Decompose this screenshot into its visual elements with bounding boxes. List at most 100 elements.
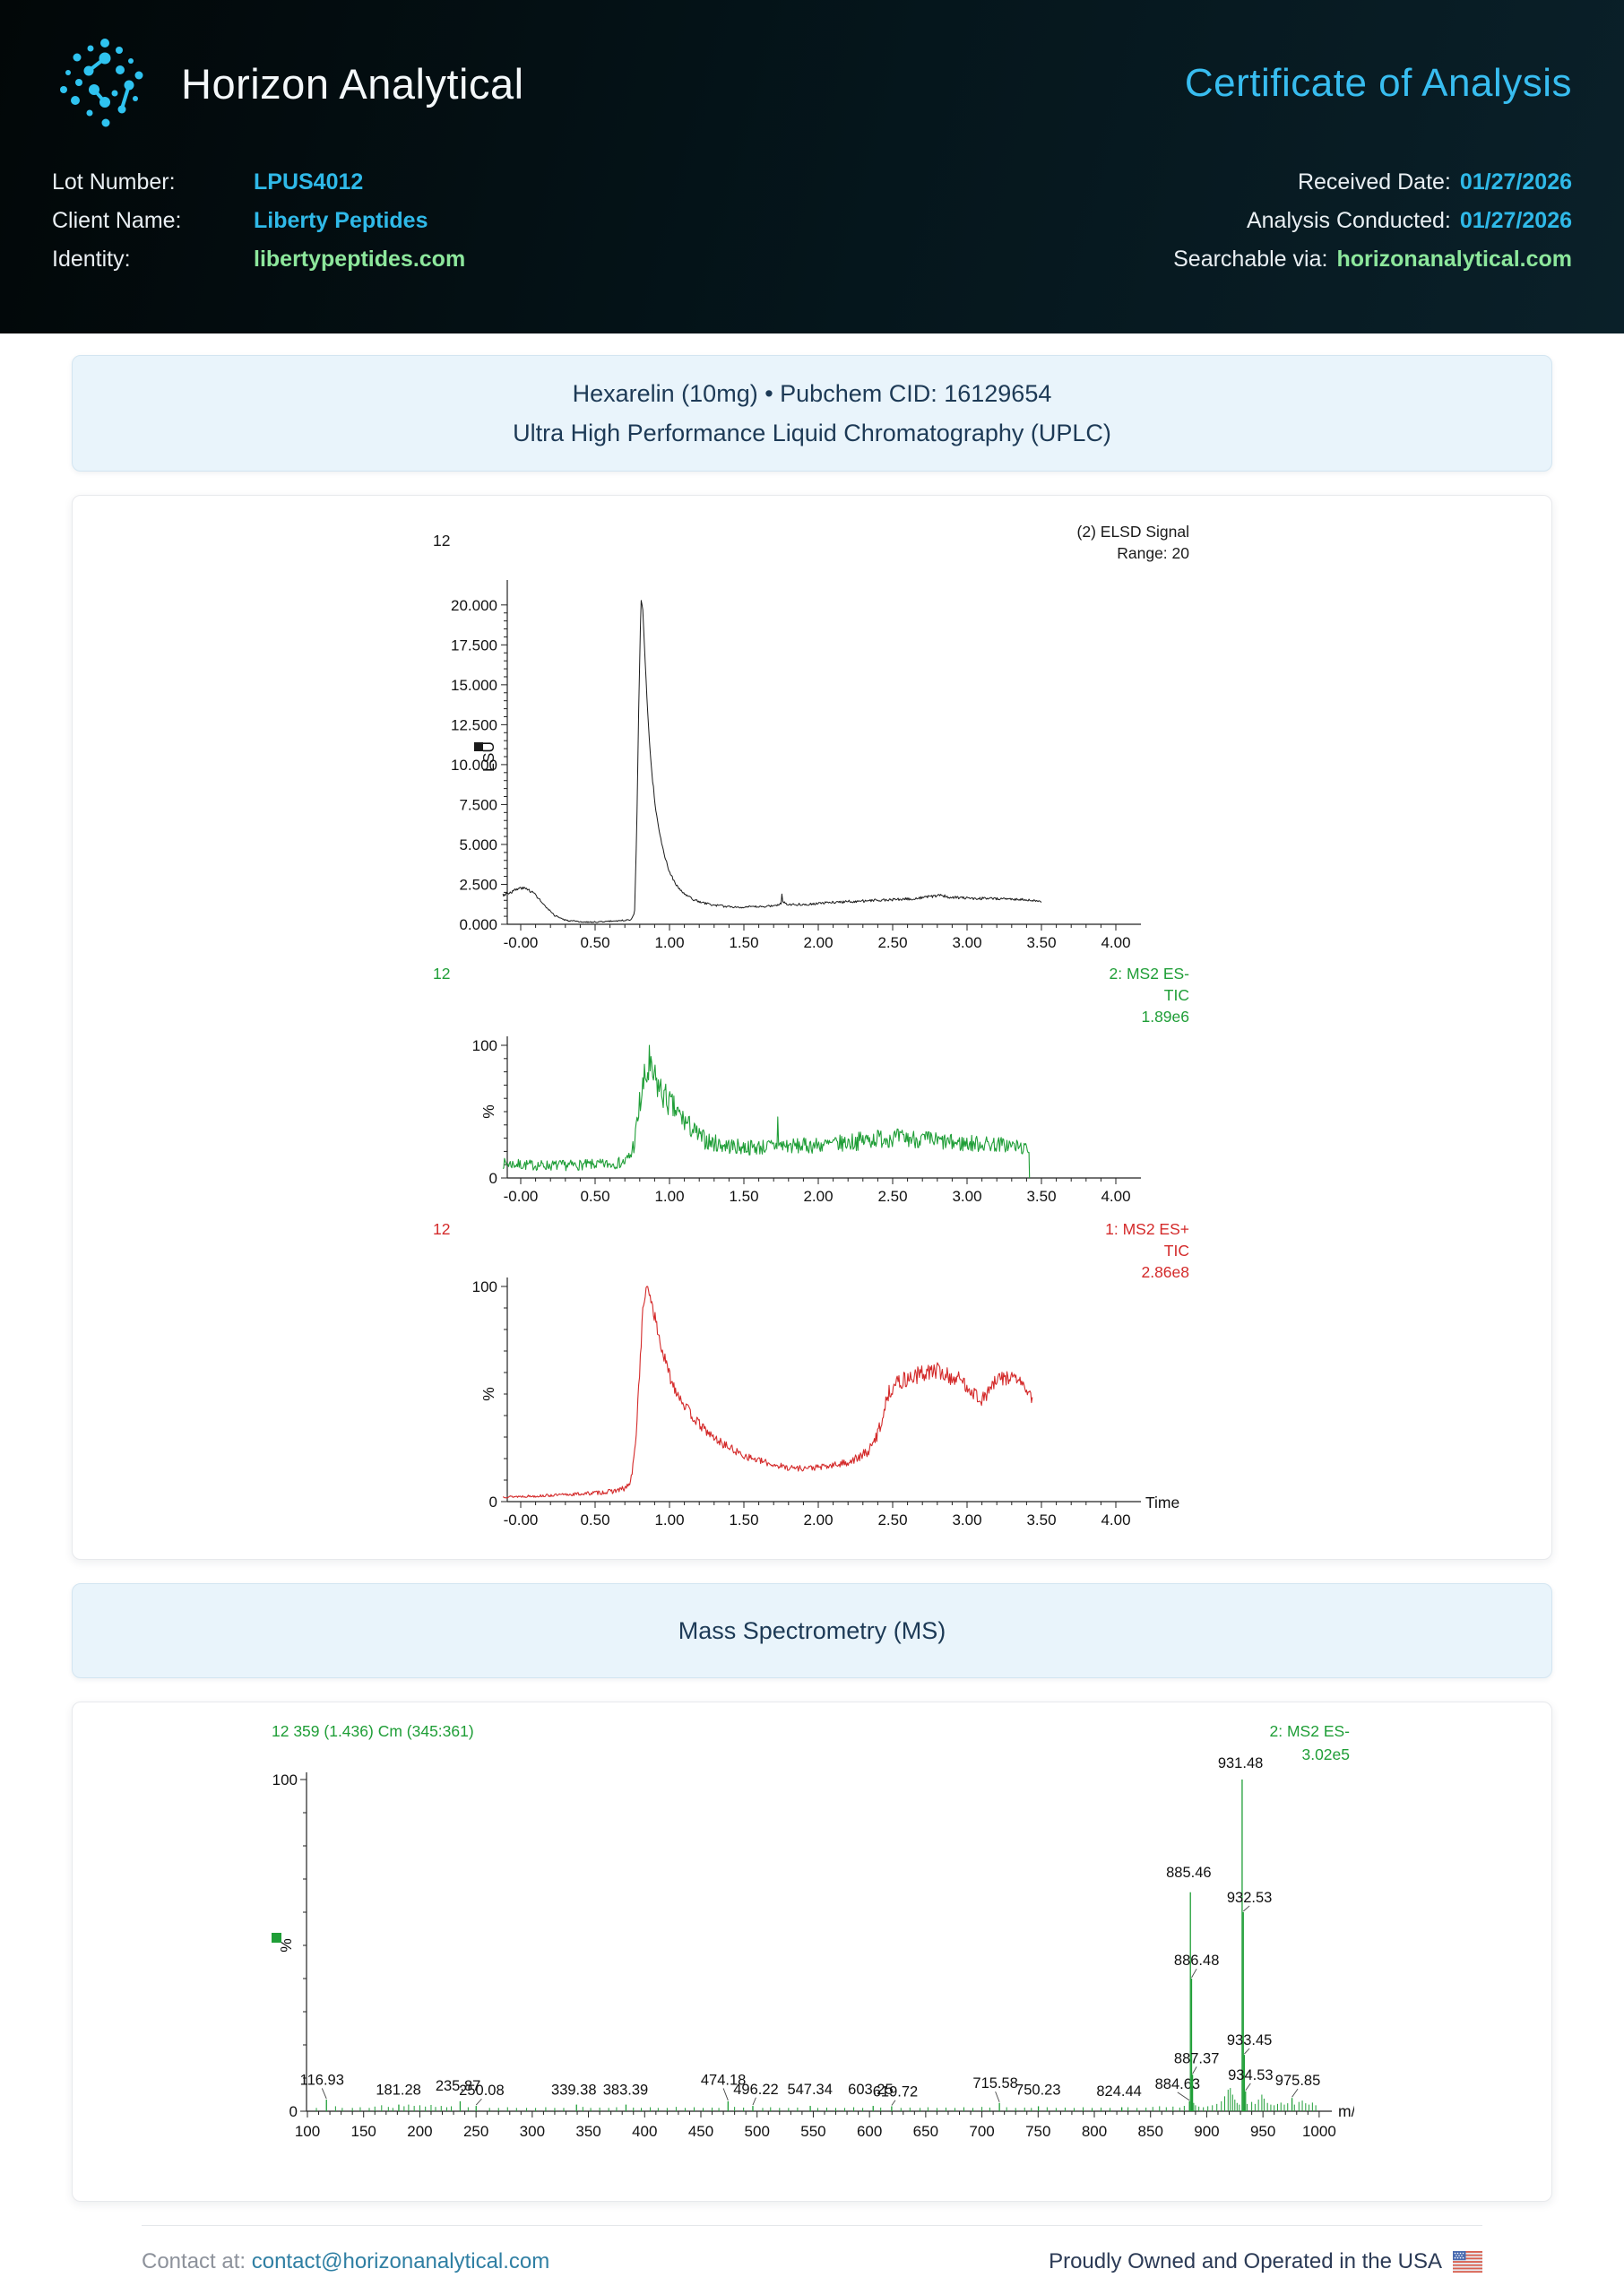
contact-label: Contact at: xyxy=(142,2249,246,2273)
svg-text:1000: 1000 xyxy=(1302,2123,1336,2140)
client-name-value: Liberty Peptides xyxy=(254,208,428,233)
svg-text:0: 0 xyxy=(489,1494,497,1511)
searchable-value: horizonanalytical.com xyxy=(1336,247,1572,272)
uplc-chart-card: -0.00 0.50 1.00 1.50 2.00 2.50 3.00 3.50 4.00 0.0… xyxy=(72,495,1552,1560)
svg-text:496.22: 496.22 xyxy=(733,2082,778,2098)
identity-label: Identity: xyxy=(52,247,131,272)
svg-text:715.58: 715.58 xyxy=(972,2075,1017,2091)
svg-text:619.72: 619.72 xyxy=(873,2084,918,2100)
sample-info-left: Lot Number: LPUS4012 Client Name: Liberty … xyxy=(52,163,465,279)
svg-text:1.50: 1.50 xyxy=(729,1511,758,1529)
ms-chart-card: 100 150 200 250 300 350 400 450 500 550 600 650 700 7… xyxy=(72,1702,1552,2202)
svg-text:1.89e6: 1.89e6 xyxy=(1141,1008,1189,1026)
svg-text:15.000: 15.000 xyxy=(451,677,497,694)
sample-title-line1: Hexarelin (10mg) • Pubchem CID: 16129654 xyxy=(572,380,1052,407)
made-in-text: Proudly Owned and Operated in the USA xyxy=(1049,2249,1442,2273)
svg-text:1: MS2 ES+: 1: MS2 ES+ xyxy=(1105,1220,1189,1238)
tic-es-positive-chromatogram: -0.00 0.50 1.00 1.50 2.00 2.50 3.00 3.50 4.00 0 10… xyxy=(431,1218,1193,1541)
analysis-date-label: Analysis Conducted: xyxy=(1246,208,1451,233)
lot-number-value: LPUS4012 xyxy=(254,169,364,195)
header: Horizon Analytical Certificate of Analys… xyxy=(0,0,1624,333)
svg-text:235.87: 235.87 xyxy=(436,2078,480,2094)
elsd-chromatogram: -0.00 0.50 1.00 1.50 2.00 2.50 3.00 3.50 4.00 0.0… xyxy=(431,510,1193,963)
svg-text:975.85: 975.85 xyxy=(1275,2073,1320,2089)
svg-text:550: 550 xyxy=(800,2123,825,2140)
client-name-label: Client Name: xyxy=(52,208,182,233)
searchable-row: Searchable via: horizonanalytical.com xyxy=(1173,240,1572,279)
svg-text:TIC: TIC xyxy=(1164,1242,1189,1260)
svg-text:250: 250 xyxy=(463,2123,488,2140)
svg-text:100: 100 xyxy=(295,2123,320,2140)
svg-text:3.02e5: 3.02e5 xyxy=(1301,1745,1350,1763)
received-date-label: Received Date: xyxy=(1297,169,1451,195)
svg-text:884.63: 884.63 xyxy=(1155,2076,1200,2092)
svg-text:12.500: 12.500 xyxy=(451,716,497,733)
svg-text:12: 12 xyxy=(433,1220,450,1238)
brand: Horizon Analytical xyxy=(52,30,524,136)
svg-text:17.500: 17.500 xyxy=(451,637,497,654)
svg-text:300: 300 xyxy=(520,2123,545,2140)
svg-text:886.48: 886.48 xyxy=(1174,1953,1219,1969)
svg-text:931.48: 931.48 xyxy=(1218,1755,1263,1771)
svg-text:2.50: 2.50 xyxy=(877,934,907,951)
svg-text:-0.00: -0.00 xyxy=(504,1511,539,1529)
sample-title-card: Hexarelin (10mg) • Pubchem CID: 16129654… xyxy=(72,355,1552,472)
svg-text:LSU: LSU xyxy=(479,741,497,772)
svg-text:932.53: 932.53 xyxy=(1227,1890,1272,1906)
svg-text:0: 0 xyxy=(489,1170,497,1187)
svg-text:934.53: 934.53 xyxy=(1228,2067,1273,2083)
svg-text:116.93: 116.93 xyxy=(300,2072,344,2088)
svg-text:%: % xyxy=(479,1104,497,1119)
svg-text:3.00: 3.00 xyxy=(952,1511,981,1529)
svg-text:0.000: 0.000 xyxy=(459,916,497,933)
svg-text:650: 650 xyxy=(913,2123,938,2140)
contact-email-link[interactable]: contact@horizonanalytical.com xyxy=(251,2249,550,2273)
svg-text:-0.00: -0.00 xyxy=(504,1188,539,1205)
svg-text:3.50: 3.50 xyxy=(1026,1511,1056,1529)
svg-text:1.50: 1.50 xyxy=(729,934,758,951)
document-title: Certificate of Analysis xyxy=(1184,61,1572,105)
client-name-row: Client Name: Liberty Peptides xyxy=(52,202,465,240)
svg-text:200: 200 xyxy=(407,2123,432,2140)
svg-text:600: 600 xyxy=(857,2123,882,2140)
svg-text:0: 0 xyxy=(289,2103,298,2120)
svg-text:500: 500 xyxy=(745,2123,770,2140)
svg-text:400: 400 xyxy=(632,2123,657,2140)
svg-text:2: MS2 ES-: 2: MS2 ES- xyxy=(1110,965,1190,983)
svg-text:150: 150 xyxy=(351,2123,376,2140)
svg-text:3.00: 3.00 xyxy=(952,1188,981,1205)
svg-text:887.37: 887.37 xyxy=(1174,2050,1219,2066)
svg-text:181.28: 181.28 xyxy=(376,2083,420,2099)
svg-text:547.34: 547.34 xyxy=(787,2082,832,2098)
svg-text:450: 450 xyxy=(688,2123,713,2140)
svg-text:383.39: 383.39 xyxy=(603,2083,648,2099)
lot-number-label: Lot Number: xyxy=(52,169,176,195)
svg-text:5.000: 5.000 xyxy=(459,836,497,853)
analysis-date-value: 01/27/2026 xyxy=(1459,208,1572,233)
contact-line: Contact at: contact@horizonanalytical.co… xyxy=(142,2249,549,2274)
svg-text:824.44: 824.44 xyxy=(1096,2083,1141,2100)
svg-text:1.00: 1.00 xyxy=(654,1188,684,1205)
svg-text:3.00: 3.00 xyxy=(952,934,981,951)
svg-text:Range: 20: Range: 20 xyxy=(1117,544,1189,562)
svg-text:2.50: 2.50 xyxy=(877,1511,907,1529)
svg-text:800: 800 xyxy=(1082,2123,1107,2140)
svg-text:7.500: 7.500 xyxy=(459,796,497,813)
svg-text:TIC: TIC xyxy=(1164,986,1189,1004)
svg-text:12: 12 xyxy=(433,965,450,983)
svg-text:4.00: 4.00 xyxy=(1101,934,1130,951)
svg-text:2.00: 2.00 xyxy=(803,1188,833,1205)
svg-text:10.000: 10.000 xyxy=(451,757,497,774)
footer: Contact at: contact@horizonanalytical.co… xyxy=(142,2225,1482,2274)
svg-text:2: MS2 ES-: 2: MS2 ES- xyxy=(1270,1722,1351,1740)
svg-text:0.50: 0.50 xyxy=(580,934,609,951)
svg-text:100: 100 xyxy=(272,1771,298,1788)
sample-title-line2: Ultra High Performance Liquid Chromatogr… xyxy=(513,420,1111,446)
svg-text:933.45: 933.45 xyxy=(1227,2032,1272,2048)
sample-info-right: Received Date: 01/27/2026 Analysis Conduc… xyxy=(1173,163,1572,279)
svg-text:0.50: 0.50 xyxy=(580,1188,609,1205)
svg-text:20.000: 20.000 xyxy=(451,597,497,614)
searchable-label: Searchable via: xyxy=(1173,247,1328,272)
page-content: Hexarelin (10mg) • Pubchem CID: 16129654… xyxy=(0,333,1624,2274)
svg-text:603.25: 603.25 xyxy=(848,2082,893,2098)
